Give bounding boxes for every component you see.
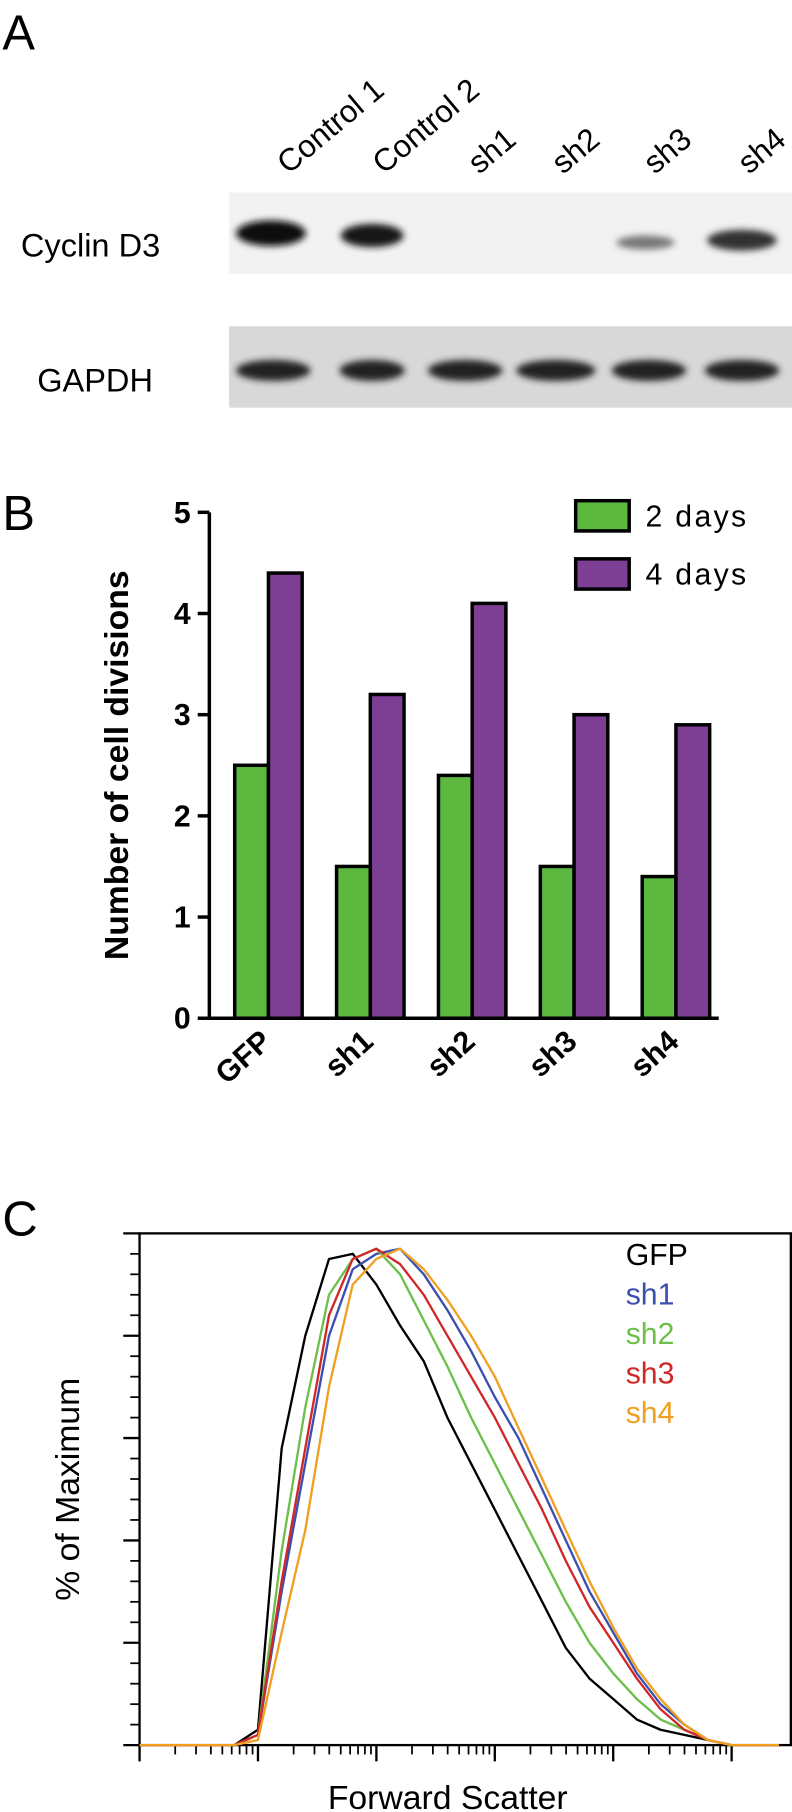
line-series [139,1247,779,1747]
bar [368,692,406,1020]
lane-label: Control 1 [270,72,390,181]
y-axis-label: % of Maximum [49,1378,87,1601]
y-axis-label: Number of cell divisions [98,570,136,960]
bands [236,359,780,381]
bar [266,571,304,1020]
y-tick-label: 4 [174,598,191,631]
blot-strip [229,192,792,274]
line-series [139,1247,779,1747]
bar [538,864,576,1020]
bands [236,220,777,251]
x-tick-label: sh2 [421,1024,482,1083]
x-tick-label: sh4 [624,1024,685,1083]
legend-label: GFP [626,1239,688,1272]
bar [436,773,474,1020]
row-label: GAPDH [37,362,153,398]
blot-strip [229,326,792,408]
line-series [139,1247,779,1747]
lane-label: sh2 [545,121,606,180]
legend-label: sh3 [626,1357,675,1390]
bar [232,763,271,1020]
panel-label: A [2,6,35,60]
plot-frame [138,1232,792,1747]
x-axis-label: Forward Scatter [328,1779,568,1812]
bar [640,874,678,1020]
y-tick-label: 3 [174,699,191,732]
legend-label: sh2 [626,1318,675,1351]
x-tick-label: GFP [210,1024,278,1090]
bar [572,712,610,1020]
bar [334,864,373,1020]
row-label: Cyclin D3 [21,227,160,263]
panel-label: C [2,1193,37,1247]
x-tick-label: sh1 [319,1024,380,1083]
lane-label: sh3 [637,121,698,180]
y-tick-label: 1 [174,902,191,935]
legend-swatch [573,557,631,591]
legend-swatch [573,498,631,533]
panel-label: B [2,487,35,541]
lane-label: sh1 [461,121,522,180]
legend-label: sh4 [626,1397,675,1430]
legend-label: sh1 [626,1278,675,1311]
bar [470,601,508,1020]
legend-label: 4 days [645,558,748,591]
x-tick-label: sh3 [523,1024,584,1083]
line-series [139,1252,779,1747]
lane-label: Control 2 [366,72,486,181]
y-tick-label: 2 [174,800,191,833]
line-series [139,1247,779,1747]
legend-label: 2 days [645,500,748,533]
y-tick-label: 0 [174,1003,191,1036]
lane-label: sh4 [731,121,792,180]
y-tick-label: 5 [174,497,191,530]
bar [674,723,712,1020]
